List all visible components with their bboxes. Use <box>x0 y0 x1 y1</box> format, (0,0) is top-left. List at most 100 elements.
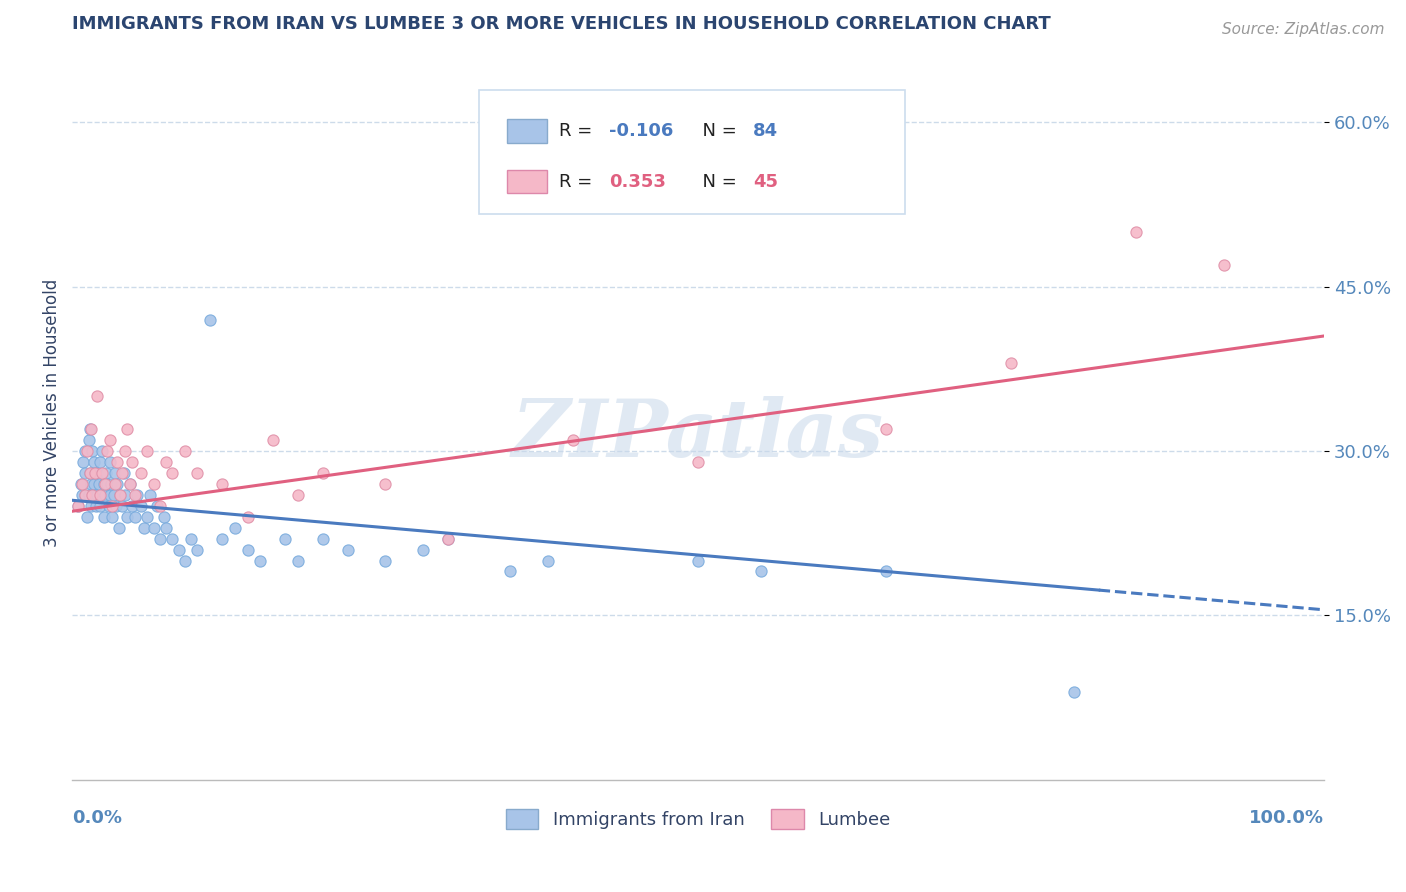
Point <box>91 444 114 458</box>
Point <box>80 476 103 491</box>
Point <box>121 499 143 513</box>
Point <box>96 444 118 458</box>
Point <box>224 521 246 535</box>
Point <box>101 499 124 513</box>
Point <box>180 532 202 546</box>
Point <box>105 476 128 491</box>
Text: 0.353: 0.353 <box>609 173 666 191</box>
Point <box>76 509 98 524</box>
Point <box>374 553 396 567</box>
Point <box>142 476 165 491</box>
Text: Source: ZipAtlas.com: Source: ZipAtlas.com <box>1222 22 1385 37</box>
Point <box>103 488 125 502</box>
Point <box>174 553 197 567</box>
Point <box>101 509 124 524</box>
Point <box>149 532 172 546</box>
Point <box>118 476 141 491</box>
Point <box>105 499 128 513</box>
Point <box>100 476 122 491</box>
Point <box>499 565 522 579</box>
Point <box>1000 356 1022 370</box>
Point <box>142 521 165 535</box>
Point <box>107 521 129 535</box>
Point <box>311 532 333 546</box>
Point <box>86 466 108 480</box>
FancyBboxPatch shape <box>506 120 547 143</box>
Point <box>82 444 104 458</box>
Point <box>124 488 146 502</box>
Point <box>412 542 434 557</box>
Point <box>98 455 121 469</box>
Point <box>73 488 96 502</box>
Point <box>89 455 111 469</box>
Point <box>688 553 710 567</box>
Point <box>83 488 105 502</box>
Point <box>86 389 108 403</box>
Point <box>83 455 105 469</box>
Point <box>77 488 100 502</box>
Point <box>236 509 259 524</box>
Point <box>436 532 458 546</box>
Point <box>94 488 117 502</box>
Point <box>87 476 110 491</box>
Point <box>152 509 174 524</box>
Point <box>129 466 152 480</box>
Point <box>162 466 184 480</box>
Point <box>236 542 259 557</box>
Point <box>80 499 103 513</box>
Point <box>112 466 135 480</box>
Text: R =: R = <box>560 122 598 140</box>
Text: N =: N = <box>690 173 742 191</box>
Point <box>1125 225 1147 239</box>
Point <box>249 553 271 567</box>
Text: 100.0%: 100.0% <box>1249 809 1324 827</box>
Point <box>73 466 96 480</box>
Point <box>86 488 108 502</box>
Point <box>114 488 136 502</box>
Point <box>104 476 127 491</box>
Point <box>111 499 134 513</box>
FancyBboxPatch shape <box>506 170 547 194</box>
Point <box>537 553 560 567</box>
Point <box>136 444 159 458</box>
Point <box>96 476 118 491</box>
Point <box>98 433 121 447</box>
Point <box>108 488 131 502</box>
Point <box>198 312 221 326</box>
Point <box>155 521 177 535</box>
Point <box>89 499 111 513</box>
Point <box>262 433 284 447</box>
Point <box>67 499 90 513</box>
Point <box>118 476 141 491</box>
Point <box>174 444 197 458</box>
Point <box>104 466 127 480</box>
Text: 84: 84 <box>754 122 779 140</box>
Legend: Immigrants from Iran, Lumbee: Immigrants from Iran, Lumbee <box>499 801 898 837</box>
Point <box>83 466 105 480</box>
Point <box>94 466 117 480</box>
Point <box>121 455 143 469</box>
Point <box>108 488 131 502</box>
Point <box>79 422 101 436</box>
Point <box>76 444 98 458</box>
Point <box>136 509 159 524</box>
Point <box>311 466 333 480</box>
Point <box>83 476 105 491</box>
Text: 45: 45 <box>754 173 779 191</box>
Point <box>127 488 149 502</box>
Text: ZIPatlas: ZIPatlas <box>512 396 884 474</box>
Point <box>70 488 93 502</box>
Point <box>436 532 458 546</box>
Point <box>83 466 105 480</box>
Point <box>72 455 94 469</box>
Point <box>149 499 172 513</box>
Text: R =: R = <box>560 173 598 191</box>
Point <box>162 532 184 546</box>
Point <box>97 499 120 513</box>
Point <box>91 466 114 480</box>
Point <box>1063 685 1085 699</box>
Point <box>186 466 208 480</box>
Point <box>82 488 104 502</box>
Point <box>98 488 121 502</box>
Point <box>94 476 117 491</box>
